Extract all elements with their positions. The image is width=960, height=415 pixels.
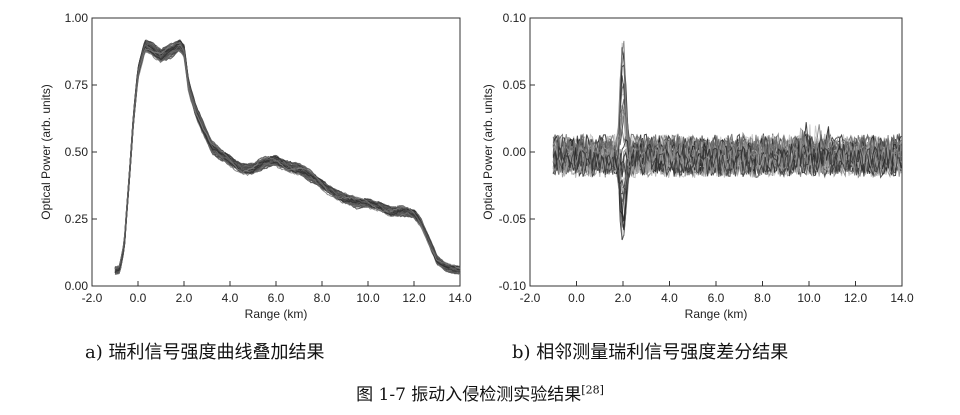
chart-b-y-tick-label: -0.05 (499, 212, 527, 226)
chart-a-x-tick-label: 2.0 (176, 291, 193, 305)
figure-caption-text: 图 1-7 振动入侵检测实验结果 (356, 385, 582, 405)
chart-a-series-group (114, 39, 461, 275)
chart-b-series-line (552, 140, 902, 191)
chart-a-x-tick-label: 4.0 (222, 291, 239, 305)
chart-a-x-axis-label: Range (km) (245, 307, 308, 321)
chart-a-y-tick-label: 0.00 (65, 279, 89, 293)
chart-a-x-tick-label: 10.0 (356, 291, 380, 305)
chart-b-y-axis-label: Optical Power (arb. units) (481, 84, 495, 219)
chart-a-plot-frame (91, 17, 461, 287)
chart-b-y-tick-label: 0.10 (503, 11, 527, 25)
chart-a-x-tick-label: 12.0 (402, 291, 426, 305)
chart-a-y-tick-label: 1.00 (65, 11, 89, 25)
chart-a-y-tick-label: 0.25 (65, 212, 89, 226)
chart-a-x-tick-label: 0.0 (130, 291, 147, 305)
chart-b-caption: b) 相邻测量瑞利信号强度差分结果 (512, 342, 789, 363)
chart-b-x-tick-label: 12.0 (844, 291, 868, 305)
chart-a-x-tick-label: 14.0 (448, 291, 472, 305)
chart-a-x-tick-label: 6.0 (268, 291, 285, 305)
chart-b-y-tick-label: 0.05 (503, 78, 527, 92)
figure-caption-reference: [28] (581, 383, 604, 397)
chart-a-axes: -2.0 0.0 2.0 4.0 6.0 8.0 10.0 12.0 14.0 0.00 0.25 0… (65, 11, 472, 305)
chart-b-series-line (552, 105, 902, 166)
chart-a-x-tick-label: 8.0 (314, 291, 331, 305)
chart-b-series-group (552, 40, 902, 241)
chart-b-x-tick-label: 14.0 (890, 291, 914, 305)
chart-b-x-tick-label: 0.0 (568, 291, 585, 305)
chart-a-y-tick-label: 0.75 (65, 78, 89, 92)
chart-b-rayleigh-difference: -2.0 0.0 2.0 4.0 6.0 8.0 10.0 12.0 14.0 -0.10 -0.0… (481, 11, 914, 321)
chart-a-rayleigh-overlay: -2.0 0.0 2.0 4.0 6.0 8.0 10.0 12.0 14.0 0.00 0.25 0… (39, 11, 472, 321)
chart-b-x-tick-label: 10.0 (797, 291, 821, 305)
chart-b-y-tick-label: 0.00 (503, 145, 527, 159)
chart-b-axes: -2.0 0.0 2.0 4.0 6.0 8.0 10.0 12.0 14.0 -0.10 -0.0… (499, 11, 914, 305)
chart-a-x-tick-label: -2.0 (82, 291, 103, 305)
chart-a-caption: a) 瑞利信号强度曲线叠加结果 (85, 342, 325, 363)
chart-b-series-line (552, 147, 902, 191)
chart-b-x-tick-label: -2.0 (520, 291, 541, 305)
figure-caption: 图 1-7 振动入侵检测实验结果[28] (0, 380, 960, 405)
chart-b-x-axis-label: Range (km) (685, 307, 748, 321)
chart-a-y-tick-label: 0.50 (65, 145, 89, 159)
chart-b-x-tick-label: 8.0 (754, 291, 771, 305)
chart-a-series-line (114, 42, 460, 272)
chart-b-x-tick-label: 6.0 (708, 291, 725, 305)
chart-b-x-tick-label: 2.0 (615, 291, 632, 305)
chart-b-x-tick-label: 4.0 (661, 291, 678, 305)
chart-a-y-axis-label: Optical Power (arb. units) (39, 84, 53, 219)
chart-b-y-tick-label: -0.10 (499, 279, 527, 293)
chart-a-series-line (114, 42, 461, 270)
